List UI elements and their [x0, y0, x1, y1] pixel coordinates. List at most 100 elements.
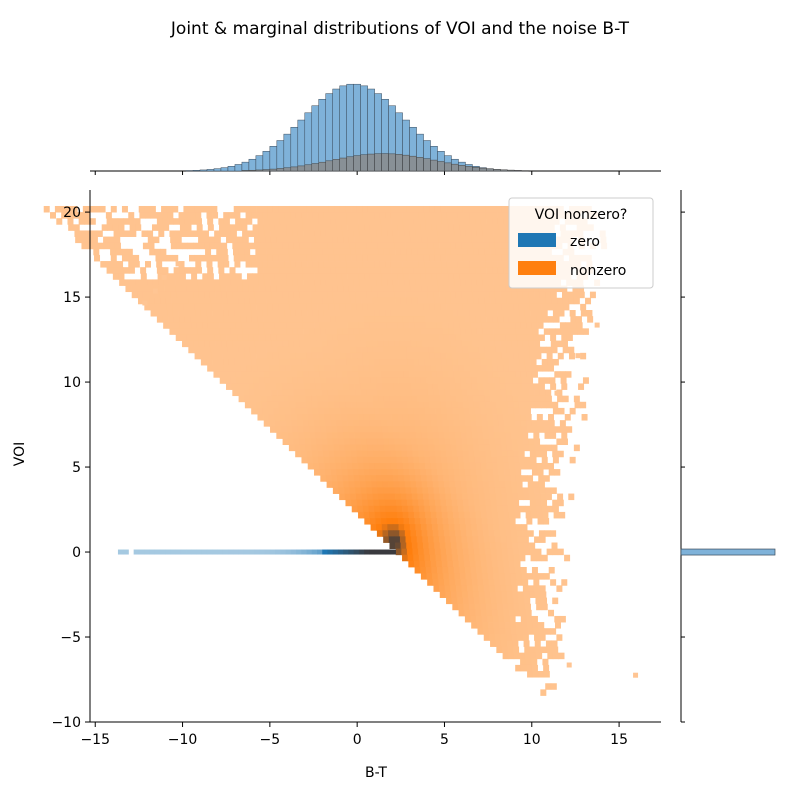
- heatmap-cell-nonzero: [511, 585, 518, 592]
- heatmap-cell-nonzero: [433, 438, 440, 446]
- heatmap-cell-nonzero: [485, 212, 492, 219]
- heatmap-cell-nonzero: [435, 456, 442, 464]
- heatmap-cell-nonzero: [427, 291, 434, 299]
- heatmap-cell-nonzero: [311, 401, 318, 409]
- heatmap-cell-nonzero: [467, 536, 473, 543]
- heatmap-cell-nonzero: [171, 297, 178, 305]
- heatmap-cell-nonzero: [463, 212, 470, 219]
- heatmap-cell-nonzero: [513, 597, 520, 605]
- heatmap-cell-nonzero: [480, 554, 487, 562]
- heatmap-cell-nonzero: [329, 407, 336, 415]
- heatmap-cell-nonzero: [286, 322, 293, 329]
- heatmap-cell-nonzero: [226, 340, 233, 348]
- heatmap-cell-nonzero: [265, 383, 272, 390]
- heatmap-cell-nonzero: [538, 334, 545, 341]
- top-marginal-bar-nonzero: [472, 167, 480, 172]
- heatmap-cell-nonzero: [522, 340, 529, 348]
- heatmap-cell-nonzero: [347, 469, 354, 476]
- heatmap-cell-nonzero: [222, 303, 229, 311]
- heatmap-cell-nonzero: [217, 261, 224, 268]
- heatmap-cell-nonzero: [545, 291, 552, 299]
- heatmap-cell-nonzero: [514, 414, 521, 421]
- heatmap-cell-nonzero: [476, 230, 483, 237]
- heatmap-cell-nonzero: [467, 395, 474, 403]
- heatmap-cell-nonzero: [180, 230, 187, 237]
- heatmap-cell-nonzero: [388, 285, 395, 293]
- heatmap-cell-zero: [332, 549, 339, 555]
- heatmap-cell-nonzero: [464, 420, 471, 427]
- heatmap-cell-nonzero: [119, 279, 126, 286]
- heatmap-cell-nonzero: [166, 303, 173, 311]
- heatmap-cell-nonzero: [272, 352, 279, 360]
- heatmap-cell-nonzero: [494, 536, 501, 543]
- heatmap-cell-nonzero: [219, 279, 226, 286]
- heatmap-cell-nonzero: [185, 322, 192, 329]
- heatmap-cell-nonzero: [366, 389, 373, 397]
- heatmap-cell-nonzero: [385, 358, 392, 366]
- top-marginal-bar-zero: [318, 98, 326, 172]
- heatmap-cell-nonzero: [469, 456, 476, 464]
- heatmap-cell-nonzero: [93, 248, 100, 256]
- heatmap-cell-nonzero: [219, 328, 226, 335]
- heatmap-cell-nonzero: [299, 291, 306, 299]
- heatmap-cell-nonzero: [397, 224, 404, 231]
- heatmap-cell-nonzero: [410, 285, 417, 293]
- heatmap-cell-nonzero: [543, 377, 550, 384]
- heatmap-cell-nonzero: [519, 358, 526, 366]
- heatmap-cell-nonzero: [328, 297, 334, 305]
- heatmap-cell-nonzero: [467, 438, 473, 446]
- heatmap-cell-nonzero: [142, 242, 149, 250]
- heatmap-cell-nonzero: [382, 285, 389, 293]
- heatmap-cell-nonzero: [490, 597, 497, 605]
- heatmap-cell-nonzero: [286, 371, 293, 378]
- heatmap-cell-nonzero: [498, 371, 505, 378]
- heatmap-cell-nonzero: [478, 585, 485, 592]
- heatmap-cell-nonzero: [456, 542, 463, 550]
- heatmap-cell-nonzero: [242, 328, 249, 335]
- heatmap-cell-nonzero: [509, 615, 516, 623]
- heatmap-cell-nonzero: [395, 401, 402, 409]
- heatmap-cell-nonzero: [413, 560, 420, 568]
- heatmap-cell-nonzero: [222, 352, 229, 360]
- heatmap-cell-nonzero: [407, 212, 414, 219]
- heatmap-cell-nonzero: [150, 310, 157, 317]
- heatmap-cell-nonzero: [434, 548, 441, 556]
- heatmap-cell-nonzero: [230, 371, 237, 378]
- heatmap-cell-nonzero: [300, 401, 307, 409]
- heatmap-cell-nonzero: [363, 218, 370, 225]
- heatmap-cell-nonzero: [396, 212, 403, 219]
- heatmap-cell-nonzero: [533, 383, 540, 390]
- heatmap-cell-nonzero: [529, 303, 536, 311]
- heatmap-cell-nonzero: [254, 340, 261, 348]
- heatmap-cell-nonzero: [462, 297, 469, 305]
- heatmap-cell-nonzero: [460, 328, 466, 335]
- heatmap-cell-nonzero: [356, 303, 363, 311]
- heatmap-cell-nonzero: [210, 346, 217, 354]
- heatmap-cell-nonzero: [302, 371, 309, 378]
- heatmap-cell-nonzero: [571, 322, 578, 329]
- heatmap-cell-nonzero: [156, 212, 163, 219]
- heatmap-cell-nonzero: [407, 261, 414, 268]
- heatmap-cell-nonzero: [232, 340, 239, 348]
- heatmap-cell-nonzero: [326, 383, 333, 390]
- heatmap-cell-nonzero: [443, 426, 450, 433]
- heatmap-cell-nonzero: [431, 273, 438, 280]
- heatmap-cell-nonzero: [531, 469, 538, 476]
- heatmap-cell-nonzero: [307, 261, 314, 268]
- heatmap-cell-nonzero: [287, 383, 294, 390]
- heatmap-cell-nonzero: [378, 205, 385, 213]
- heatmap-cell-nonzero: [389, 444, 396, 452]
- heatmap-cell-nonzero: [397, 322, 404, 329]
- heatmap-cell-nonzero: [533, 285, 540, 293]
- heatmap-cell-nonzero: [239, 205, 246, 213]
- heatmap-cell-nonzero: [388, 536, 395, 543]
- heatmap-cell-nonzero: [94, 205, 101, 213]
- y-tick-label: −10: [51, 715, 81, 731]
- heatmap-cell-nonzero: [484, 542, 491, 550]
- heatmap-cell-nonzero: [234, 212, 241, 219]
- heatmap-cell-nonzero: [351, 254, 358, 262]
- heatmap-cell-nonzero: [189, 205, 195, 213]
- heatmap-cell-nonzero: [370, 475, 377, 482]
- heatmap-cell-nonzero: [288, 395, 295, 403]
- heatmap-cell-nonzero: [456, 346, 463, 354]
